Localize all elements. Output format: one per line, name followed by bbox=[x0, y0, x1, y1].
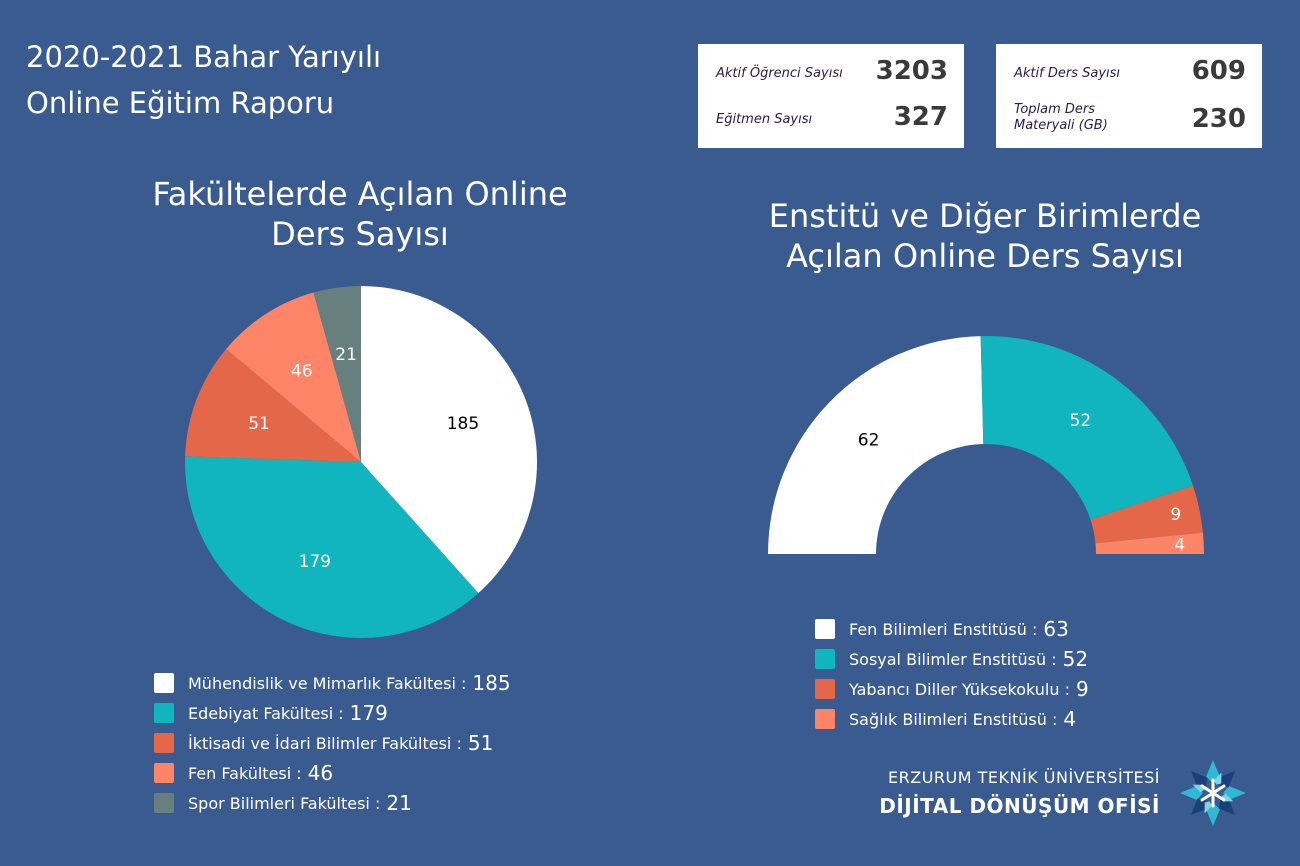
institute-half-donut-chart: 62 52 9 4 bbox=[768, 336, 1204, 555]
pie-slice-iktisadi-ve-idari-bilimler-fakultesi bbox=[185, 348, 361, 462]
legend-item-saglik-bilimleri-enstitusu: Sağlık Bilimleri Enstitüsü :4 bbox=[815, 704, 1089, 734]
legend-swatch bbox=[154, 733, 174, 753]
stat-label-instructors: Eğitmen Sayısı bbox=[716, 112, 813, 127]
legend-label: Edebiyat Fakültesi : bbox=[188, 703, 344, 723]
page-title-line2: Online Eğitim Raporu bbox=[26, 86, 335, 120]
legend-value: 51 bbox=[467, 731, 494, 755]
stat-row-materials: Toplam Ders Materyali (GB) 230 bbox=[1014, 102, 1246, 138]
legend-label: Sağlık Bilimleri Enstitüsü : bbox=[849, 709, 1058, 729]
stats-card-students: Aktif Öğrenci Sayısı 3203 Eğitmen Sayısı… bbox=[698, 44, 964, 148]
donut-label-saglik-bilimleri-enstitusu: 4 bbox=[1174, 535, 1185, 555]
pie-label-edebiyat-fakultesi: 179 bbox=[299, 552, 331, 572]
donut-label-sosyal-bilimler-enstitusu: 52 bbox=[1070, 411, 1092, 431]
pie-slice-muhendislik-ve-mimarlik-fakultesi bbox=[361, 286, 537, 594]
stat-label-materials: Toplam Ders Materyali (GB) bbox=[1014, 102, 1108, 134]
legend-item-edebiyat-fakultesi: Edebiyat Fakültesi :179 bbox=[154, 698, 511, 728]
stat-value-active-students: 3203 bbox=[875, 56, 948, 86]
chart1-title-line2: Ders Sayısı bbox=[271, 215, 449, 253]
legend-swatch bbox=[154, 673, 174, 693]
stat-row-active-courses: Aktif Ders Sayısı 609 bbox=[1014, 56, 1246, 88]
stat-value-instructors: 327 bbox=[893, 102, 948, 132]
donut-slice-sosyal-bilimler-enstitusu bbox=[980, 336, 1193, 520]
donut-slice-saglik-bilimleri-enstitusu bbox=[1095, 532, 1204, 554]
donut-label-fen-bilimleri-enstitusu: 62 bbox=[858, 430, 880, 450]
stat-label-materials-line1: Toplam Ders bbox=[1014, 102, 1096, 117]
stat-row-instructors: Eğitmen Sayısı 327 bbox=[716, 102, 948, 134]
stat-value-active-courses: 609 bbox=[1191, 56, 1246, 86]
pie-label-fen-fakultesi: 46 bbox=[291, 361, 313, 381]
chart2-title-line2: Açılan Online Ders Sayısı bbox=[786, 237, 1184, 275]
legend-item-yabanci-diller-yuksekokulu: Yabancı Diller Yüksekokulu :9 bbox=[815, 674, 1089, 704]
pie-label-iktisadi-ve-idari-bilimler-fakultesi: 51 bbox=[248, 414, 270, 434]
legend-swatch bbox=[815, 619, 835, 639]
stat-label-materials-line2: Materyali (GB) bbox=[1014, 118, 1108, 133]
legend-value: 46 bbox=[307, 761, 334, 785]
chart1-title-line1: Fakültelerde Açılan Online bbox=[152, 175, 568, 213]
pie-label-spor-bilimleri-fakultesi: 21 bbox=[335, 345, 357, 365]
legend-label: Fen Fakültesi : bbox=[188, 763, 302, 783]
legend-value: 21 bbox=[386, 791, 412, 815]
legend-swatch bbox=[815, 709, 835, 729]
legend-label: Sosyal Bilimler Enstitüsü : bbox=[849, 649, 1057, 669]
legend-item-sosyal-bilimler-enstitusu: Sosyal Bilimler Enstitüsü :52 bbox=[815, 644, 1089, 674]
chart2-title-line1: Enstitü ve Diğer Birimlerde bbox=[768, 197, 1202, 235]
legend-value: 179 bbox=[349, 701, 388, 725]
legend-item-spor-bilimleri-fakultesi: Spor Bilimleri Fakültesi :21 bbox=[154, 788, 511, 818]
donut-slice-fen-bilimleri-enstitusu bbox=[768, 336, 984, 554]
legend-swatch bbox=[815, 679, 835, 699]
legend-value: 4 bbox=[1063, 707, 1077, 731]
page-title-line1: 2020-2021 Bahar Yarıyılı bbox=[26, 40, 382, 74]
legend-swatch bbox=[154, 793, 174, 813]
faculty-pie-chart: 185 179 51 46 21 bbox=[185, 286, 537, 638]
institute-legend: Fen Bilimleri Enstitüsü :63 Sosyal Biliml… bbox=[815, 614, 1089, 734]
faculty-legend: Mühendislik ve Mimarlık Fakültesi :185 Ed… bbox=[154, 668, 511, 818]
donut-label-yabanci-diller-yuksekokulu: 9 bbox=[1170, 505, 1181, 525]
pie-label-muhendislik-ve-mimarlik-fakultesi: 185 bbox=[447, 414, 479, 434]
stat-value-materials: 230 bbox=[1191, 104, 1246, 134]
legend-item-fen-fakultesi: Fen Fakültesi :46 bbox=[154, 758, 511, 788]
legend-value: 63 bbox=[1043, 617, 1069, 641]
legend-item-iktisadi-ve-idari-bilimler-fakultesi: İktisadi ve İdari Bilimler Fakültesi :51 bbox=[154, 728, 511, 758]
org-line2: DİJİTAL DÖNÜŞÜM OFİSİ bbox=[879, 794, 1160, 818]
legend-label: Mühendislik ve Mimarlık Fakültesi : bbox=[188, 673, 467, 693]
legend-label: İktisadi ve İdari Bilimler Fakültesi : bbox=[188, 733, 462, 753]
org-line1: ERZURUM TEKNİK ÜNİVERSİTESİ bbox=[888, 768, 1160, 787]
legend-swatch bbox=[154, 763, 174, 783]
donut-slice-yabanci-diller-yuksekokulu bbox=[1090, 485, 1203, 544]
legend-item-muhendislik-ve-mimarlik-fakultesi: Mühendislik ve Mimarlık Fakültesi :185 bbox=[154, 668, 511, 698]
legend-swatch bbox=[154, 703, 174, 723]
page-title: 2020-2021 Bahar Yarıyılı Online Eğitim R… bbox=[26, 34, 586, 126]
legend-value: 9 bbox=[1075, 677, 1089, 701]
chart2-title: Enstitü ve Diğer Birimlerde Açılan Onlin… bbox=[735, 196, 1235, 276]
pie-slice-spor-bilimleri-fakultesi bbox=[313, 286, 361, 462]
stat-label-active-courses: Aktif Ders Sayısı bbox=[1014, 66, 1121, 81]
legend-value: 185 bbox=[472, 671, 511, 695]
legend-label: Yabancı Diller Yüksekokulu : bbox=[849, 679, 1070, 699]
chart1-title: Fakültelerde Açılan Online Ders Sayısı bbox=[140, 174, 580, 254]
legend-swatch bbox=[815, 649, 835, 669]
legend-value: 52 bbox=[1062, 647, 1089, 671]
legend-label: Fen Bilimleri Enstitüsü : bbox=[849, 619, 1038, 639]
legend-item-fen-bilimleri-enstitusu: Fen Bilimleri Enstitüsü :63 bbox=[815, 614, 1089, 644]
organization-name: ERZURUM TEKNİK ÜNİVERSİTESİ DİJİTAL DÖNÜ… bbox=[879, 764, 1160, 820]
pie-slice-fen-fakultesi bbox=[226, 292, 361, 462]
stats-card-courses: Aktif Ders Sayısı 609 Toplam Ders Matery… bbox=[996, 44, 1262, 148]
stat-label-active-students: Aktif Öğrenci Sayısı bbox=[716, 66, 843, 81]
stat-row-active-students: Aktif Öğrenci Sayısı 3203 bbox=[716, 56, 948, 88]
legend-label: Spor Bilimleri Fakültesi : bbox=[188, 793, 381, 813]
snowflake-star-icon bbox=[1180, 760, 1246, 826]
pie-slice-edebiyat-fakultesi bbox=[185, 456, 479, 638]
